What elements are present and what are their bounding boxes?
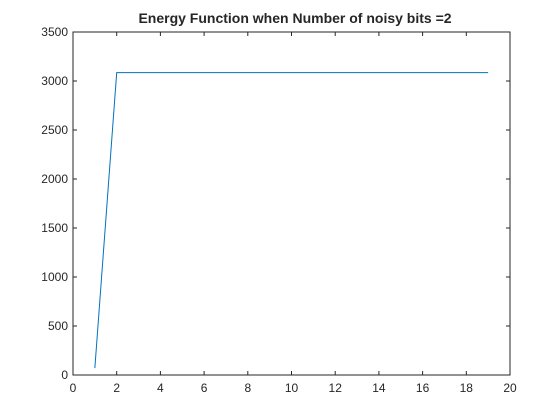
y-axis: 0 500 1000 1500 2000 2500 3000 3500: [41, 25, 510, 382]
plot-box: [72, 31, 511, 376]
x-tick-label: 16: [416, 381, 430, 395]
y-tick-label: 0: [61, 368, 68, 382]
series-line: [94, 72, 489, 369]
y-tick-label: 2000: [41, 172, 68, 186]
y-tick-label: 3500: [41, 25, 68, 39]
x-tick-label: 6: [201, 381, 208, 395]
y-tick-label: 2500: [41, 123, 68, 137]
plot-area: [73, 32, 510, 375]
y-tick-label: 1500: [41, 221, 68, 235]
x-tick-label: 14: [372, 381, 386, 395]
x-tick-label: 8: [244, 381, 251, 395]
x-tick-label: 0: [70, 381, 77, 395]
chart-title: Energy Function when Number of noisy bit…: [138, 10, 451, 26]
x-axis: 0 2 4 6 8 10 12 14 16 18 20: [70, 32, 517, 395]
x-tick-label: 12: [329, 381, 343, 395]
x-tick-label: 18: [460, 381, 474, 395]
y-tick-label: 1000: [41, 270, 68, 284]
x-tick-label: 20: [503, 381, 517, 395]
x-tick-label: 4: [157, 381, 164, 395]
y-tick-label: 500: [48, 319, 68, 333]
y-tick-label: 3000: [41, 74, 68, 88]
x-tick-label: 10: [285, 381, 299, 395]
x-tick-label: 2: [113, 381, 120, 395]
series-layer: [94, 72, 489, 369]
